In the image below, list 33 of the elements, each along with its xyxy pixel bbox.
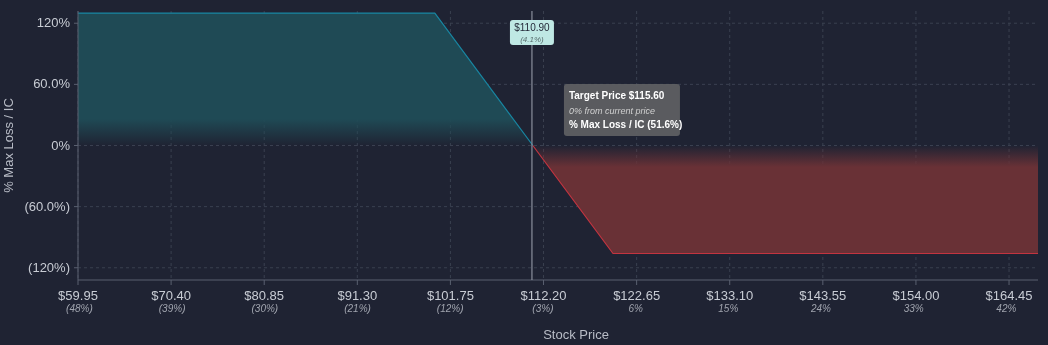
y-axis-title: % Max Loss / IC	[1, 98, 16, 193]
x-tick-label: $133.10	[706, 288, 754, 303]
x-tick-label: $122.65	[613, 288, 661, 303]
x2-tick-label: 33%	[903, 303, 924, 314]
x-tick-label: $59.95	[58, 288, 98, 303]
x2-tick-label: (39%)	[158, 303, 186, 314]
x2-tick-label: (30%)	[251, 303, 279, 314]
x-tick-label: $101.75	[426, 288, 474, 303]
x2-tick-label: 42%	[996, 303, 1017, 314]
x2-tick-label: (3%)	[532, 303, 554, 314]
y-tick-label: (120%)	[28, 259, 70, 275]
x2-tick-label: 24%	[809, 303, 832, 314]
annotation: % Max Loss / IC (51.6%)	[568, 119, 683, 130]
x2-tick-label: 15%	[718, 303, 739, 314]
y-tick-label: (60.0%)	[24, 198, 70, 214]
x-tick-label: $91.30	[337, 288, 378, 303]
y-tick-label: 0%	[51, 137, 71, 153]
ref-line-label: $110.90 (4.1%)	[514, 22, 551, 44]
annotation: 0% from current price	[568, 105, 655, 116]
y-tick-label: 60.0%	[33, 76, 71, 92]
x-axis-title: Stock Price	[543, 327, 609, 342]
x2-tick-label: 6%	[628, 303, 643, 314]
annotation: Target Price $115.60	[568, 90, 665, 101]
x2-tick-label: (48%)	[66, 303, 93, 314]
x-tick-label: $80.85	[244, 288, 285, 303]
x2-tick-label: (21%)	[344, 303, 371, 314]
x2-tick-label: (12%)	[436, 303, 464, 314]
x-tick-label: $164.45	[985, 288, 1033, 303]
x-tick-label: $154.00	[892, 288, 940, 303]
x-tick-label: $70.40	[151, 288, 191, 303]
x-tick-label: $143.55	[799, 288, 847, 303]
x-tick-label: $112.20	[520, 288, 567, 303]
y-tick-label: 120%	[36, 15, 71, 31]
